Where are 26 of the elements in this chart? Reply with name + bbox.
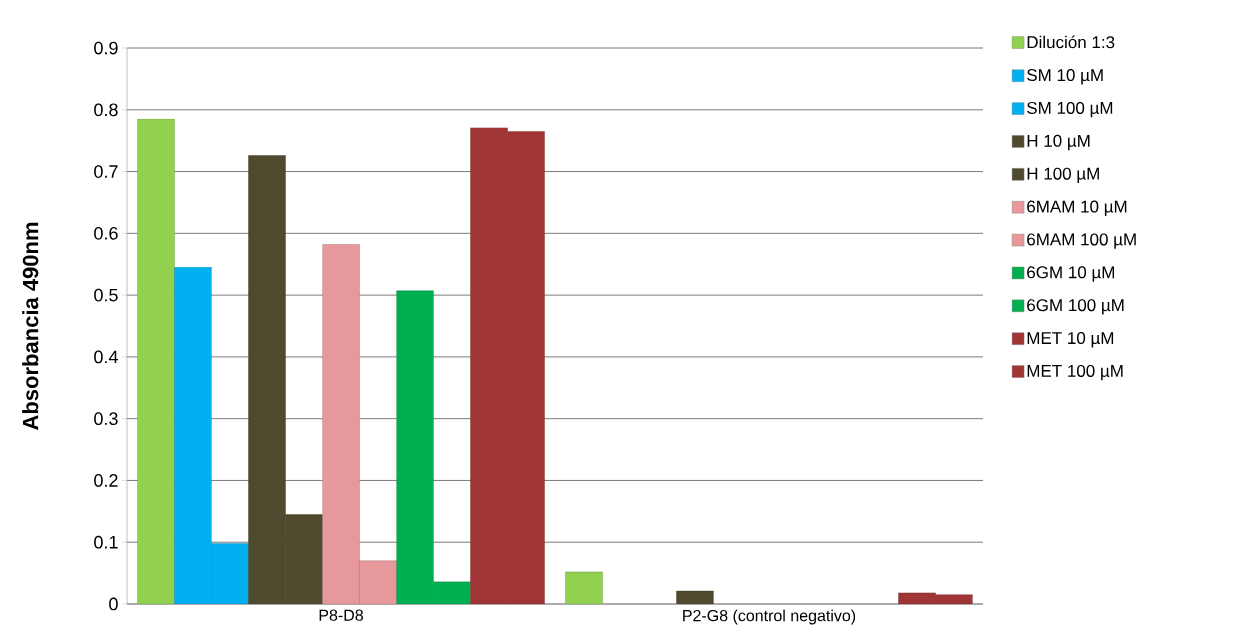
y-tick-label: 0.4 [94, 350, 118, 364]
x-tick-label: P8-D8 [319, 609, 363, 621]
legend-label: SM 10 µM [1027, 69, 1103, 85]
legend-label: SM 100 µM [1027, 101, 1113, 118]
legend-label: MET 100 µM [1027, 364, 1123, 381]
y-tick-label: 0.2 [94, 474, 118, 487]
x-tick-label: P2-G8 (control negativo) [683, 609, 856, 625]
y-tick-label: 0.3 [94, 412, 118, 426]
legend-label: H 10 µM [1027, 134, 1090, 151]
y-tick-label: 0.7 [94, 165, 118, 178]
legend-label: Dilución 1:3 [1027, 35, 1115, 49]
legend-label: 6MAM 100 µM [1027, 233, 1136, 249]
y-axis-title: Absorbancia 490nm [22, 222, 39, 430]
y-tick-label: 0.5 [94, 288, 118, 302]
legend-label: 6GM 10 µM [1027, 266, 1115, 282]
legend-label: H 100 µM [1027, 167, 1099, 184]
y-tick-label: 0.1 [94, 535, 118, 549]
y-tick-label: 0 [109, 597, 118, 611]
y-tick-label: 0.6 [94, 226, 118, 240]
bar [565, 571, 603, 604]
legend-label: 6GM 100 µM [1027, 299, 1124, 315]
y-tick-label: 0.8 [94, 103, 118, 117]
y-tick-label: 0.9 [94, 41, 118, 55]
bar [137, 118, 175, 604]
legend-label: MET 10 µM [1027, 332, 1114, 348]
legend-label: 6MAM 10 µM [1027, 200, 1127, 216]
